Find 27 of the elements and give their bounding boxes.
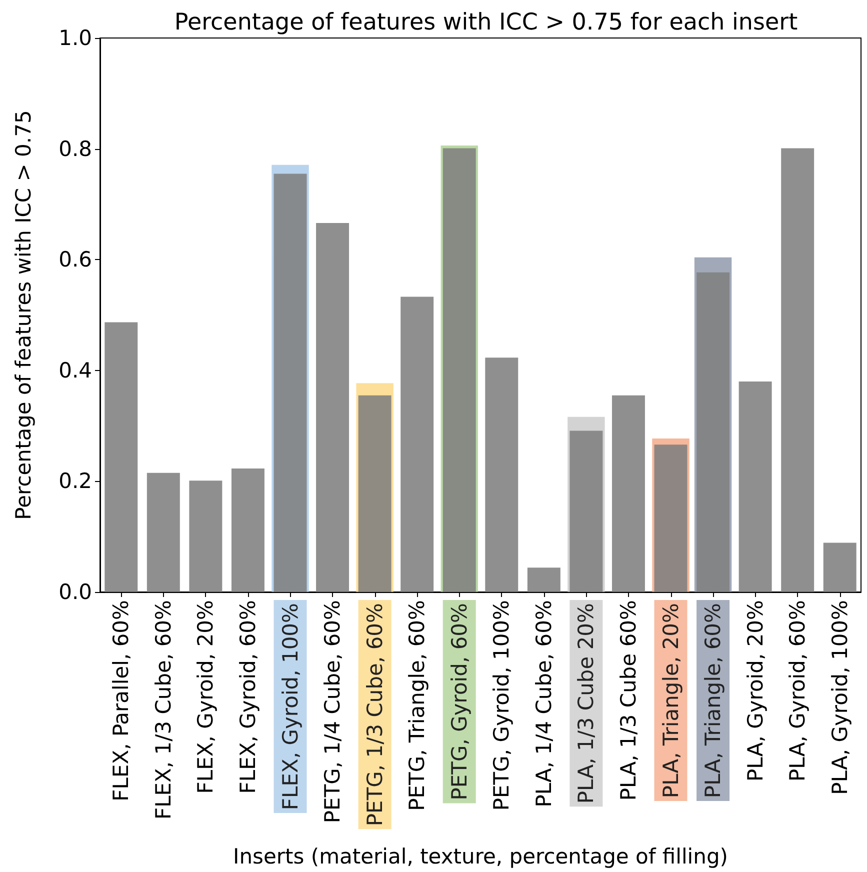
x-tick-label: FLEX, Gyroid, 100% — [278, 603, 302, 810]
x-tick-label: PETG, 1/3 Cube, 60% — [362, 603, 387, 826]
x-tick-label: FLEX, Parallel, 60% — [109, 600, 134, 802]
y-tick-label: 0.0 — [58, 580, 92, 604]
x-tick-label: PETG, Gyroid, 60% — [447, 603, 472, 800]
x-tick-label: PLA, Gyroid, 20% — [743, 600, 768, 782]
y-tick-label: 0.8 — [58, 136, 92, 161]
x-tick-label: PETG, Gyroid, 100% — [490, 600, 514, 811]
x-tick-label: PETG, 1/4 Cube, 60% — [320, 600, 345, 824]
x-tick-label: FLEX, Gyroid, 60% — [236, 600, 260, 794]
y-tick-label: 0.2 — [58, 469, 92, 494]
y-tick-label: 1.0 — [58, 26, 92, 50]
x-axis-title: Inserts (material, texture, percentage of filling) — [233, 844, 728, 868]
x-tick-label: PLA, 1/4 Cube, 60% — [532, 600, 556, 808]
x-tick-label: FLEX, 1/3 Cube, 60% — [151, 600, 176, 820]
x-tick-label: PLA, Triangle, 20% — [658, 603, 683, 798]
x-tick-label: PETG, Triangle, 60% — [405, 600, 430, 811]
y-tick-label: 0.4 — [58, 358, 92, 382]
x-tick-label: PLA, 1/3 Cube 60% — [616, 600, 640, 801]
x-tick-label: PLA, Gyroid, 60% — [786, 600, 810, 782]
x-tick-label: FLEX, Gyroid, 20% — [194, 600, 218, 794]
y-tick-label: 0.6 — [58, 248, 92, 272]
x-tick-label: PLA, Gyroid, 100% — [828, 600, 852, 795]
chart-title: Percentage of features with ICC > 0.75 for each insert — [174, 10, 798, 36]
x-tick-label: PLA, Triangle, 60% — [701, 603, 726, 798]
y-axis-title: Percentage of features with ICC > 0.75 — [12, 110, 36, 520]
x-tick-label: PLA, 1/3 Cube 20% — [574, 603, 598, 804]
